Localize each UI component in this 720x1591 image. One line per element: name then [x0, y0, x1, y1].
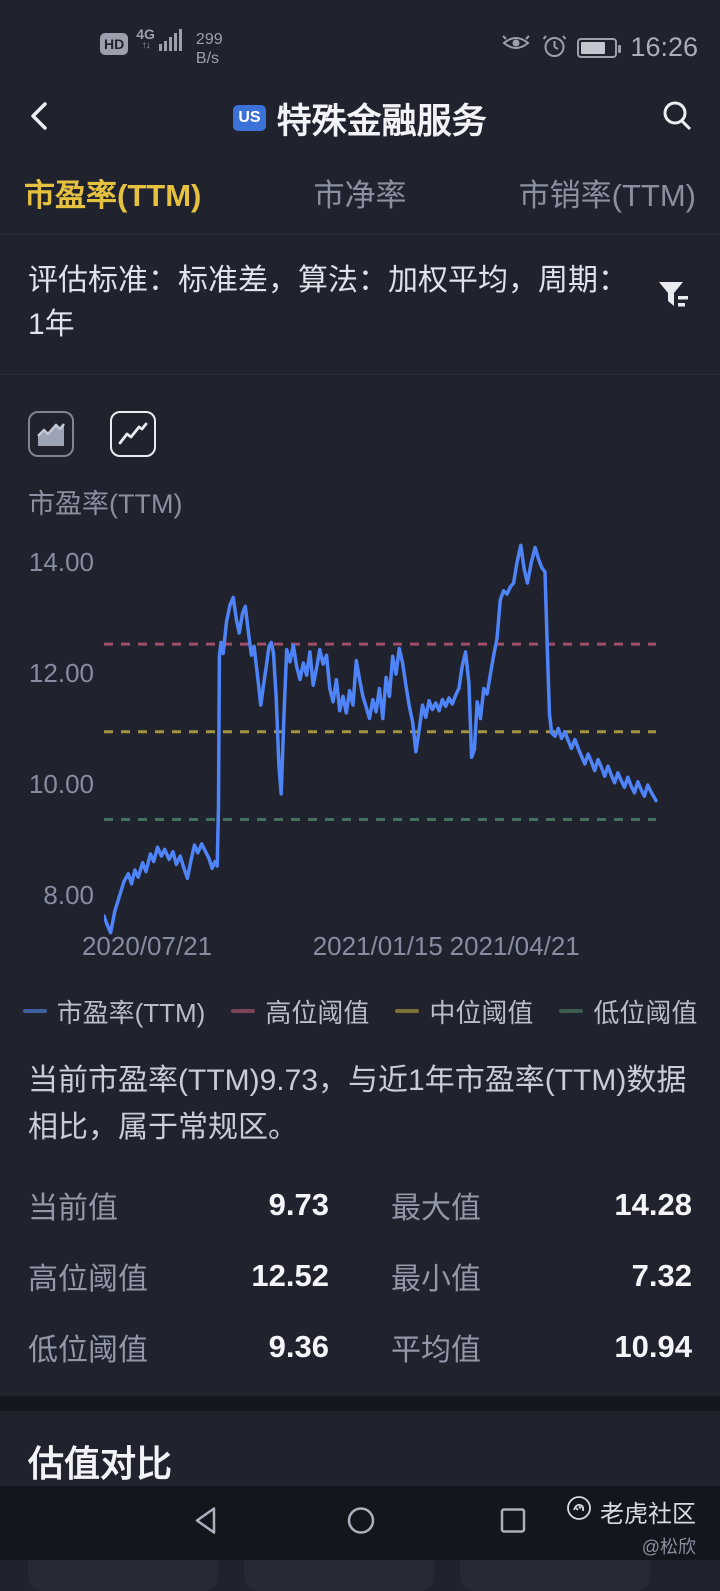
chart-y-axis-title: 市盈率(TTM) [28, 488, 183, 519]
tab-ps-ttm[interactable]: 市销率(TTM) [518, 178, 696, 213]
chart-legend: 市盈率(TTM) 高位阈值 中位阈值 低位阈值 [0, 993, 720, 1030]
section-divider [0, 1396, 720, 1412]
y-axis-tick: 8.00 [43, 879, 94, 910]
tiger-logo-icon [566, 1495, 592, 1528]
nav-recents-icon[interactable] [499, 1507, 527, 1540]
back-button[interactable] [26, 100, 52, 137]
pe-chart-svg[interactable] [104, 529, 664, 939]
alarm-clock-icon [541, 32, 568, 64]
legend-swatch-icon [231, 1009, 256, 1014]
stat-row: 低位阈值 9.36 平均值 10.94 [28, 1325, 692, 1369]
header: US 特殊金融服务 [0, 85, 720, 151]
watermark-brand: 老虎社区 [600, 1501, 696, 1528]
stat-label-max: 最大值 [391, 1192, 481, 1226]
battery-icon [577, 37, 622, 58]
us-market-badge: US [233, 105, 266, 131]
tab-pb[interactable]: 市净率 [313, 178, 407, 213]
stat-value-avg: 10.94 [614, 1329, 692, 1365]
legend-item: 高位阈值 [231, 993, 369, 1030]
eye-protection-icon [500, 33, 532, 62]
x-axis-tick: 2021/01/15 [312, 930, 443, 961]
network-type-label: 4G [136, 26, 155, 43]
network-indicator: 4G ↑↓ [136, 26, 182, 52]
chart-type-toggles [28, 410, 720, 457]
signal-bars-icon [158, 29, 182, 52]
x-axis-tick: 2020/07/21 [81, 930, 213, 961]
legend-item: 市盈率(TTM) [22, 993, 206, 1030]
search-button[interactable] [660, 99, 694, 138]
x-axis-tick: 2021/04/21 [449, 930, 580, 961]
legend-swatch-icon [559, 1009, 584, 1014]
filter-settings-text: 评估标准：标准差，算法：加权平均，周期：1年 [28, 264, 628, 342]
tab-pe-ttm[interactable]: 市盈率(TTM) [24, 178, 202, 213]
legend-swatch-icon [22, 1009, 47, 1014]
watermark-user: @松欣 [641, 1537, 696, 1557]
stat-label-high-threshold: 高位阈值 [28, 1263, 148, 1297]
stat-label-min: 最小值 [391, 1263, 481, 1297]
stat-label-low-threshold: 低位阈值 [28, 1334, 148, 1368]
stat-row: 当前值 9.73 最大值 14.28 [28, 1183, 692, 1227]
area-chart-toggle-icon[interactable] [28, 410, 74, 457]
filter-icon[interactable] [658, 281, 692, 324]
y-axis-tick: 14.00 [28, 546, 94, 577]
line-chart-toggle-icon[interactable] [110, 410, 156, 457]
legend-item: 中位阈值 [395, 993, 533, 1030]
clock-time: 16:26 [630, 32, 698, 62]
legend-label: 市盈率(TTM) [56, 997, 206, 1028]
data-arrows-icon: ↑↓ [141, 40, 151, 52]
legend-label: 高位阈值 [265, 997, 370, 1028]
stat-label-current: 当前值 [28, 1192, 118, 1226]
speed-value: 299 [195, 31, 223, 49]
valuation-summary-text: 当前市盈率(TTM)9.73，与近1年市盈率(TTM)数据相比，属于常规区。 [28, 1063, 687, 1144]
stat-label-avg: 平均值 [391, 1334, 481, 1368]
stats-table: 当前值 9.73 最大值 14.28 高位阈值 12.52 最小值 7.32 低位阈值 9… [28, 1183, 692, 1369]
y-axis-tick: 12.00 [28, 657, 94, 688]
speed-unit: B/s [195, 49, 220, 67]
network-speed: 299 B/s [196, 31, 223, 68]
legend-label: 低位阈值 [593, 997, 698, 1028]
stat-row: 高位阈值 12.52 最小值 7.32 [28, 1254, 692, 1298]
legend-swatch-icon [395, 1009, 420, 1014]
android-navbar: 老虎社区 @松欣 [0, 1486, 720, 1560]
metric-tabs: 市盈率(TTM) 市净率 市销率(TTM) [0, 151, 720, 235]
status-left-group: HD 4G ↑↓ 299 B/s [100, 27, 223, 68]
pe-ttm-chart[interactable]: 14.00 12.00 10.00 8.00 2020/07/21 2021/01/15 2… [0, 529, 720, 979]
page-title: 特殊金融服务 [276, 101, 487, 141]
section-title: 估值对比 [28, 1443, 173, 1485]
status-bar: HD 4G ↑↓ 299 B/s [0, 0, 720, 85]
pe-ttm-line [104, 543, 658, 935]
legend-item: 低位阈值 [559, 993, 697, 1030]
y-axis-tick: 10.00 [28, 768, 94, 799]
watermark: 老虎社区 @松欣 [566, 1494, 696, 1559]
stat-value-low-threshold: 9.36 [268, 1329, 329, 1365]
nav-home-icon[interactable] [346, 1506, 376, 1541]
stat-value-current: 9.73 [268, 1187, 329, 1223]
legend-label: 中位阈值 [429, 997, 534, 1028]
stat-value-high-threshold: 12.52 [251, 1258, 329, 1294]
hd-icon: HD [100, 33, 129, 56]
nav-back-icon[interactable] [192, 1506, 220, 1541]
stat-value-min: 7.32 [631, 1258, 692, 1294]
filter-row: 评估标准：标准差，算法：加权平均，周期：1年 [0, 235, 720, 375]
stat-value-max: 14.28 [614, 1187, 692, 1223]
status-right-group: 16:26 [500, 32, 698, 64]
